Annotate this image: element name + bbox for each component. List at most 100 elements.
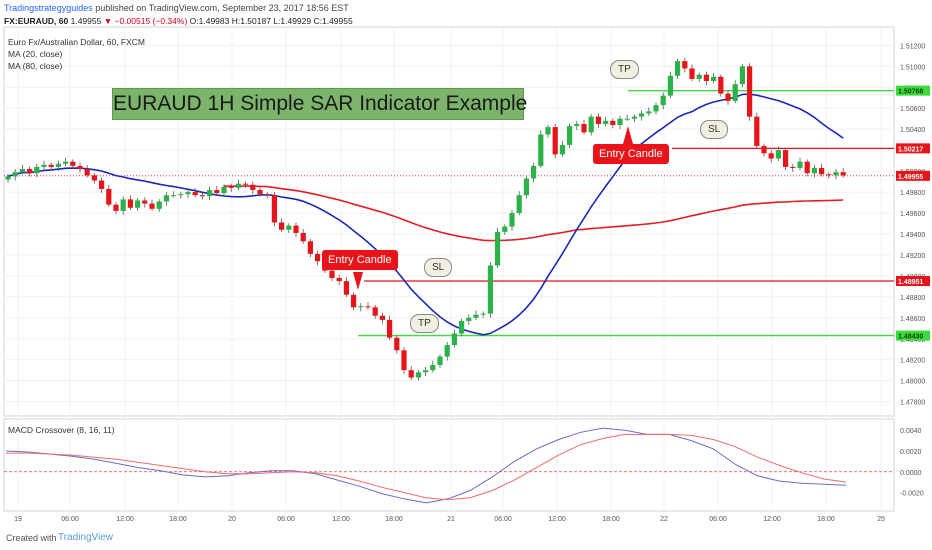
publish-info: published on TradingView.com, September … bbox=[95, 3, 349, 13]
price-label-box bbox=[896, 85, 930, 96]
x-tick-label: 21 bbox=[447, 516, 455, 523]
candle-body bbox=[293, 225, 299, 233]
candle-body bbox=[689, 68, 695, 79]
candle-body bbox=[768, 153, 774, 159]
candle-body bbox=[819, 167, 825, 175]
candle-body bbox=[243, 183, 249, 185]
candle-body bbox=[667, 75, 673, 96]
candle-body bbox=[264, 194, 270, 196]
candle-body bbox=[235, 183, 241, 188]
x-tick-label: 06:00 bbox=[494, 516, 512, 523]
x-tick-label: 12:00 bbox=[332, 516, 350, 523]
tp-callout-right: TP bbox=[610, 60, 639, 79]
candle-body bbox=[156, 201, 162, 209]
main-pane-border bbox=[3, 26, 895, 417]
candle-body bbox=[567, 126, 573, 145]
candle-body bbox=[610, 120, 616, 126]
candle-body bbox=[639, 113, 645, 117]
candle-body bbox=[653, 105, 659, 112]
x-tick-label: 25 bbox=[877, 516, 885, 523]
created-with: Created with bbox=[6, 533, 57, 543]
candle-body bbox=[711, 76, 717, 82]
macd-y-tick: 0.0020 bbox=[900, 449, 922, 456]
tradingview-brand[interactable]: TradingView bbox=[58, 532, 114, 543]
candle-body bbox=[41, 164, 47, 167]
signal-line bbox=[6, 433, 847, 501]
candle-body bbox=[221, 186, 227, 194]
candle-body bbox=[408, 370, 414, 378]
candle-body bbox=[545, 127, 551, 135]
candle-body bbox=[142, 200, 148, 204]
candle-body bbox=[804, 161, 810, 174]
candle-body bbox=[840, 172, 846, 176]
author-link[interactable]: Tradingstrategyguides bbox=[4, 3, 93, 13]
y-tick-label: 1.48800 bbox=[900, 295, 925, 302]
candle-body bbox=[473, 314, 479, 318]
price-label-text: 1.48430 bbox=[898, 334, 923, 341]
candle-body bbox=[415, 372, 421, 378]
candle-body bbox=[531, 165, 537, 179]
candle-body bbox=[12, 172, 18, 177]
x-tick-label: 06:00 bbox=[709, 516, 727, 523]
candle-body bbox=[163, 195, 169, 202]
candle-body bbox=[300, 232, 306, 242]
candle-body bbox=[279, 222, 285, 230]
candle-body bbox=[307, 241, 313, 254]
candle-body bbox=[502, 226, 508, 232]
sl-callout-right: SL bbox=[700, 120, 729, 139]
macd-pane-border bbox=[3, 418, 895, 512]
candle-body bbox=[77, 165, 83, 170]
candle-body bbox=[631, 116, 637, 119]
candle-body bbox=[833, 172, 839, 176]
candle-body bbox=[250, 184, 256, 190]
candle-body bbox=[437, 356, 443, 365]
x-tick-label: 22 bbox=[660, 516, 668, 523]
macd-legend[interactable]: MACD Crossover (8, 16, 11) bbox=[8, 425, 115, 435]
ma20-legend[interactable]: MA (20, close) bbox=[8, 49, 63, 59]
candle-body bbox=[84, 169, 90, 176]
ma80-legend[interactable]: MA (80, close) bbox=[8, 61, 63, 71]
entry-pointer-left bbox=[353, 272, 363, 290]
candle-body bbox=[703, 74, 709, 82]
ma80-line bbox=[223, 185, 844, 242]
candle-body bbox=[257, 189, 263, 195]
candle-body bbox=[379, 315, 385, 320]
candle-body bbox=[523, 178, 529, 196]
candle-body bbox=[732, 84, 738, 101]
price-axis: 1.512001.510001.508001.506001.504001.502… bbox=[900, 43, 925, 406]
candle-body bbox=[739, 66, 745, 85]
candle-body bbox=[199, 195, 205, 197]
y-tick-label: 1.50600 bbox=[900, 106, 925, 113]
candle-body bbox=[444, 345, 450, 357]
candle-body bbox=[696, 74, 702, 79]
price-label-box bbox=[896, 276, 930, 287]
x-tick-label: 12:00 bbox=[116, 516, 134, 523]
candle-body bbox=[394, 337, 400, 351]
footer: Created with TradingView bbox=[0, 528, 932, 550]
x-tick-label: 18:00 bbox=[602, 516, 620, 523]
ma20-path bbox=[7, 93, 844, 336]
candle-body bbox=[480, 313, 486, 315]
macd-y-tick: 0.0040 bbox=[900, 428, 922, 435]
candle-body bbox=[171, 195, 177, 197]
candle-body bbox=[228, 186, 234, 188]
price-label-text: 1.49955 bbox=[898, 174, 923, 181]
x-tick-label: 12:00 bbox=[548, 516, 566, 523]
candle-body bbox=[70, 161, 76, 166]
macd-y-tick: -0.0020 bbox=[900, 491, 924, 498]
candle-body bbox=[207, 189, 213, 197]
candle-body bbox=[509, 213, 515, 227]
price-label-text: 1.48951 bbox=[898, 279, 923, 286]
candle-body bbox=[466, 317, 472, 321]
symbol-name[interactable]: FX:EURAUD, 60 bbox=[4, 16, 69, 26]
candle-body bbox=[120, 199, 126, 211]
candle-body bbox=[811, 167, 817, 174]
candle-body bbox=[718, 76, 724, 94]
candle-body bbox=[315, 253, 321, 262]
candle-body bbox=[387, 319, 393, 338]
x-tick-label: 20 bbox=[228, 516, 236, 523]
entry-callout-right: Entry Candle bbox=[593, 144, 669, 164]
candle-body bbox=[99, 180, 105, 189]
